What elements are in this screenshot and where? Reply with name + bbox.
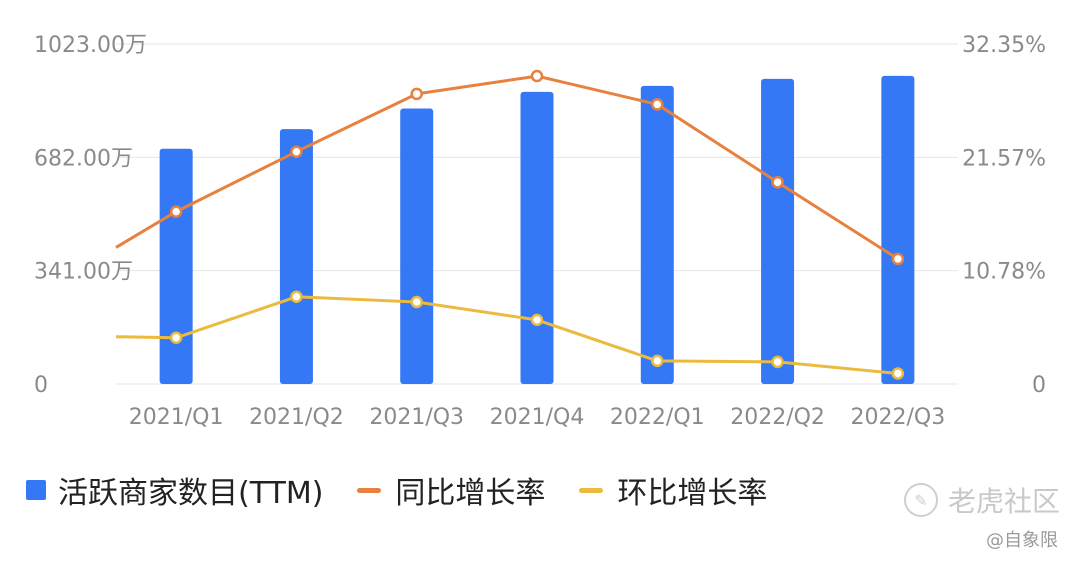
qoq-point [290, 290, 303, 304]
y-right-tick-label: 32.35% [962, 33, 1046, 58]
yoy-point [530, 69, 544, 83]
y-left-tick-label: 682.00万 [34, 146, 133, 171]
qoq-point [169, 331, 183, 345]
qoq-point [771, 355, 784, 369]
x-tick-label: 2021/Q3 [369, 405, 464, 430]
chart: 0 341.00万 682.00万 1023.00万 0 10.78% 21.57% 32.3… [34, 33, 1046, 430]
x-tick-label: 2022/Q1 [610, 405, 705, 430]
qoq-point [410, 295, 423, 309]
qoq-point [651, 354, 664, 368]
x-tick-label: 2022/Q2 [730, 405, 825, 430]
legend-bar-swatch-icon [26, 480, 46, 500]
bar [159, 148, 193, 384]
yoy-line [115, 74, 899, 261]
y-left-tick-label: 341.00万 [34, 260, 133, 285]
y-left-tick-label: 0 [34, 373, 48, 398]
y-right-tick-label: 21.57% [962, 146, 1046, 171]
y-right-tick-label: 10.78% [962, 260, 1046, 285]
yoy-point [891, 252, 905, 266]
y-right-tick-label: 0 [1032, 373, 1046, 398]
watermark-author: @自象限 [986, 530, 1058, 551]
legend: 活跃商家数目(TTM) 同比增长率 环比增长率 [26, 468, 801, 512]
yoy-point [169, 205, 183, 218]
legend-yoy-line-icon [357, 487, 382, 493]
legend-label-yoy: 同比增长率 [395, 476, 546, 511]
x-tick-label: 2021/Q2 [249, 405, 344, 430]
tiger-logo-icon: ✎ [904, 483, 938, 517]
legend-item-active-merchants[interactable]: 活跃商家数目(TTM) [26, 468, 323, 512]
legend-qoq-line-icon [579, 487, 604, 493]
bar [640, 85, 674, 384]
bar [400, 108, 434, 385]
yoy-point [771, 175, 784, 189]
bar [881, 75, 915, 384]
qoq-point [891, 367, 905, 380]
legend-label-qoq: 环比增长率 [617, 476, 768, 511]
watermark-brand: 老虎社区 [948, 485, 1061, 518]
yoy-point [290, 145, 303, 158]
bar [520, 91, 554, 384]
bar [761, 78, 795, 384]
legend-item-yoy[interactable]: 同比增长率 [357, 468, 545, 512]
y-left-tick-label: 1023.00万 [34, 33, 147, 58]
watermark: ✎ 老虎社区 [904, 480, 1060, 520]
yoy-point [410, 87, 423, 101]
x-tick-label: 2021/Q4 [490, 405, 585, 430]
yoy-point [651, 98, 664, 111]
legend-label-active-merchants: 活跃商家数目(TTM) [58, 476, 324, 511]
legend-item-qoq[interactable]: 环比增长率 [579, 468, 767, 512]
qoq-line [115, 295, 899, 375]
x-tick-label: 2022/Q3 [850, 405, 945, 430]
bar [279, 129, 313, 384]
x-tick-label: 2021/Q1 [129, 405, 224, 430]
qoq-point [530, 313, 544, 327]
